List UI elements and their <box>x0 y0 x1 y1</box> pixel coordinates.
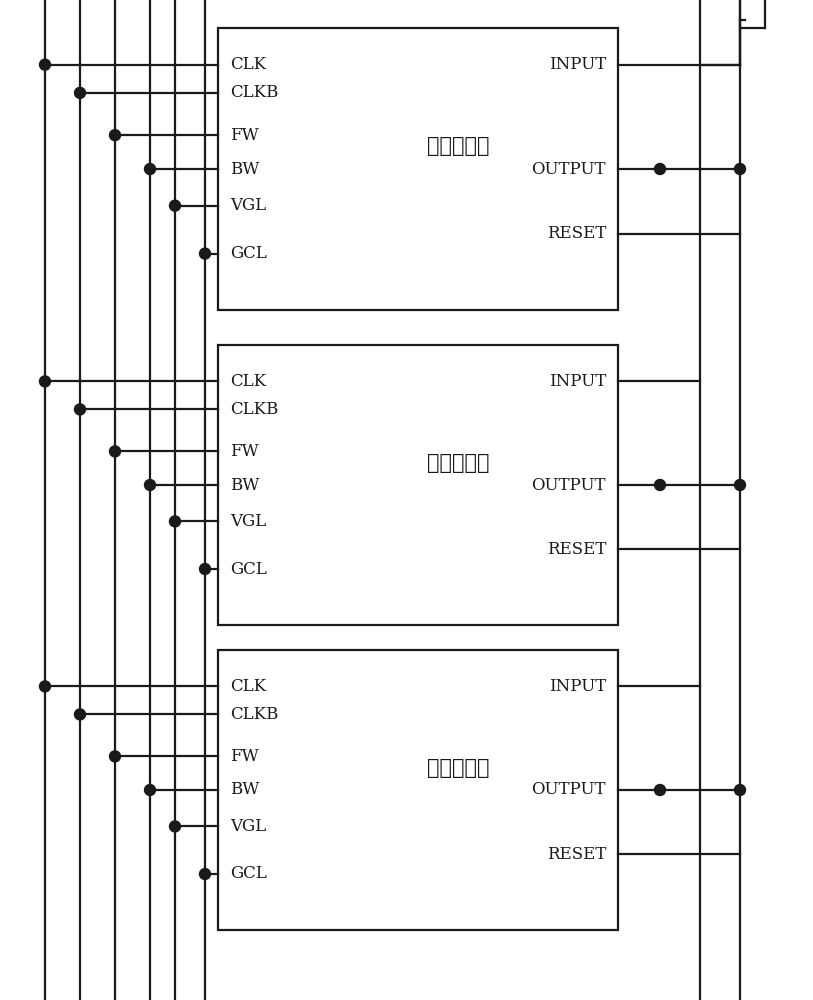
Bar <box>218 650 618 930</box>
Circle shape <box>145 480 155 490</box>
Circle shape <box>110 130 120 141</box>
Text: OUTPUT: OUTPUT <box>532 477 606 493</box>
Text: INPUT: INPUT <box>549 56 606 73</box>
Circle shape <box>75 709 85 720</box>
Text: OUTPUT: OUTPUT <box>532 160 606 178</box>
Circle shape <box>40 681 50 692</box>
Circle shape <box>654 163 666 174</box>
Text: RESET: RESET <box>546 225 606 242</box>
Text: CLK: CLK <box>230 373 266 390</box>
Text: 移位寄存器: 移位寄存器 <box>427 758 489 778</box>
Circle shape <box>110 751 120 762</box>
Circle shape <box>734 163 746 174</box>
Text: GCL: GCL <box>230 245 267 262</box>
Text: BW: BW <box>230 160 259 178</box>
Circle shape <box>199 564 211 574</box>
Text: FW: FW <box>230 127 259 144</box>
Circle shape <box>145 163 155 174</box>
Text: 移位寄存器: 移位寄存器 <box>427 453 489 473</box>
Circle shape <box>75 404 85 415</box>
Bar <box>218 345 618 625</box>
Text: INPUT: INPUT <box>549 678 606 695</box>
Text: GCL: GCL <box>230 560 267 578</box>
Text: INPUT: INPUT <box>549 373 606 390</box>
Text: FW: FW <box>230 443 259 460</box>
Circle shape <box>75 87 85 98</box>
Circle shape <box>654 480 666 490</box>
Circle shape <box>734 480 746 490</box>
Text: BW: BW <box>230 782 259 798</box>
Circle shape <box>734 784 746 796</box>
Circle shape <box>110 446 120 457</box>
Text: RESET: RESET <box>546 541 606 558</box>
Circle shape <box>169 821 180 832</box>
Text: CLK: CLK <box>230 56 266 73</box>
Text: CLKB: CLKB <box>230 84 278 101</box>
Text: GCL: GCL <box>230 865 267 882</box>
Circle shape <box>199 248 211 259</box>
Text: CLKB: CLKB <box>230 706 278 723</box>
Circle shape <box>169 200 180 211</box>
Circle shape <box>654 784 666 796</box>
Text: VGL: VGL <box>230 197 266 214</box>
Text: VGL: VGL <box>230 818 266 835</box>
Text: VGL: VGL <box>230 513 266 530</box>
Circle shape <box>145 784 155 796</box>
Bar <box>218 28 618 310</box>
Circle shape <box>169 516 180 527</box>
Text: BW: BW <box>230 477 259 493</box>
Text: 移位寄存器: 移位寄存器 <box>427 136 489 156</box>
Circle shape <box>40 376 50 387</box>
Text: RESET: RESET <box>546 846 606 863</box>
Circle shape <box>40 59 50 70</box>
Text: OUTPUT: OUTPUT <box>532 782 606 798</box>
Text: CLK: CLK <box>230 678 266 695</box>
Text: FW: FW <box>230 748 259 765</box>
Circle shape <box>199 868 211 880</box>
Text: CLKB: CLKB <box>230 401 278 418</box>
